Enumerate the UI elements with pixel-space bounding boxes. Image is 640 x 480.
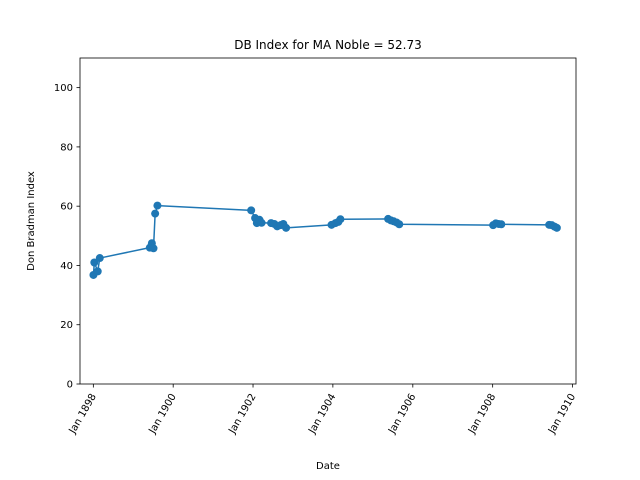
data-point	[395, 220, 404, 229]
data-point	[149, 244, 158, 253]
y-tick-label: 80	[60, 142, 73, 153]
axes-frame	[79, 57, 577, 385]
data-point	[497, 220, 506, 229]
chart-title: DB Index for MA Noble = 52.73	[234, 38, 422, 52]
data-point	[90, 258, 99, 267]
data-point	[282, 223, 291, 232]
data-point	[336, 215, 345, 224]
data-point	[93, 267, 102, 276]
y-tick-label: 100	[54, 83, 73, 94]
data-point	[95, 254, 104, 263]
y-tick-label: 0	[67, 380, 73, 391]
data-point	[247, 206, 256, 215]
y-axis-label: Don Bradman Index	[26, 171, 37, 271]
data-point	[151, 209, 160, 218]
data-point	[552, 223, 561, 232]
y-tick-label: 40	[60, 261, 73, 272]
data-point	[153, 201, 162, 210]
y-tick-label: 20	[60, 320, 73, 331]
data-point	[257, 218, 266, 227]
x-axis-label: Date	[316, 461, 340, 472]
y-tick-label: 60	[60, 202, 73, 213]
